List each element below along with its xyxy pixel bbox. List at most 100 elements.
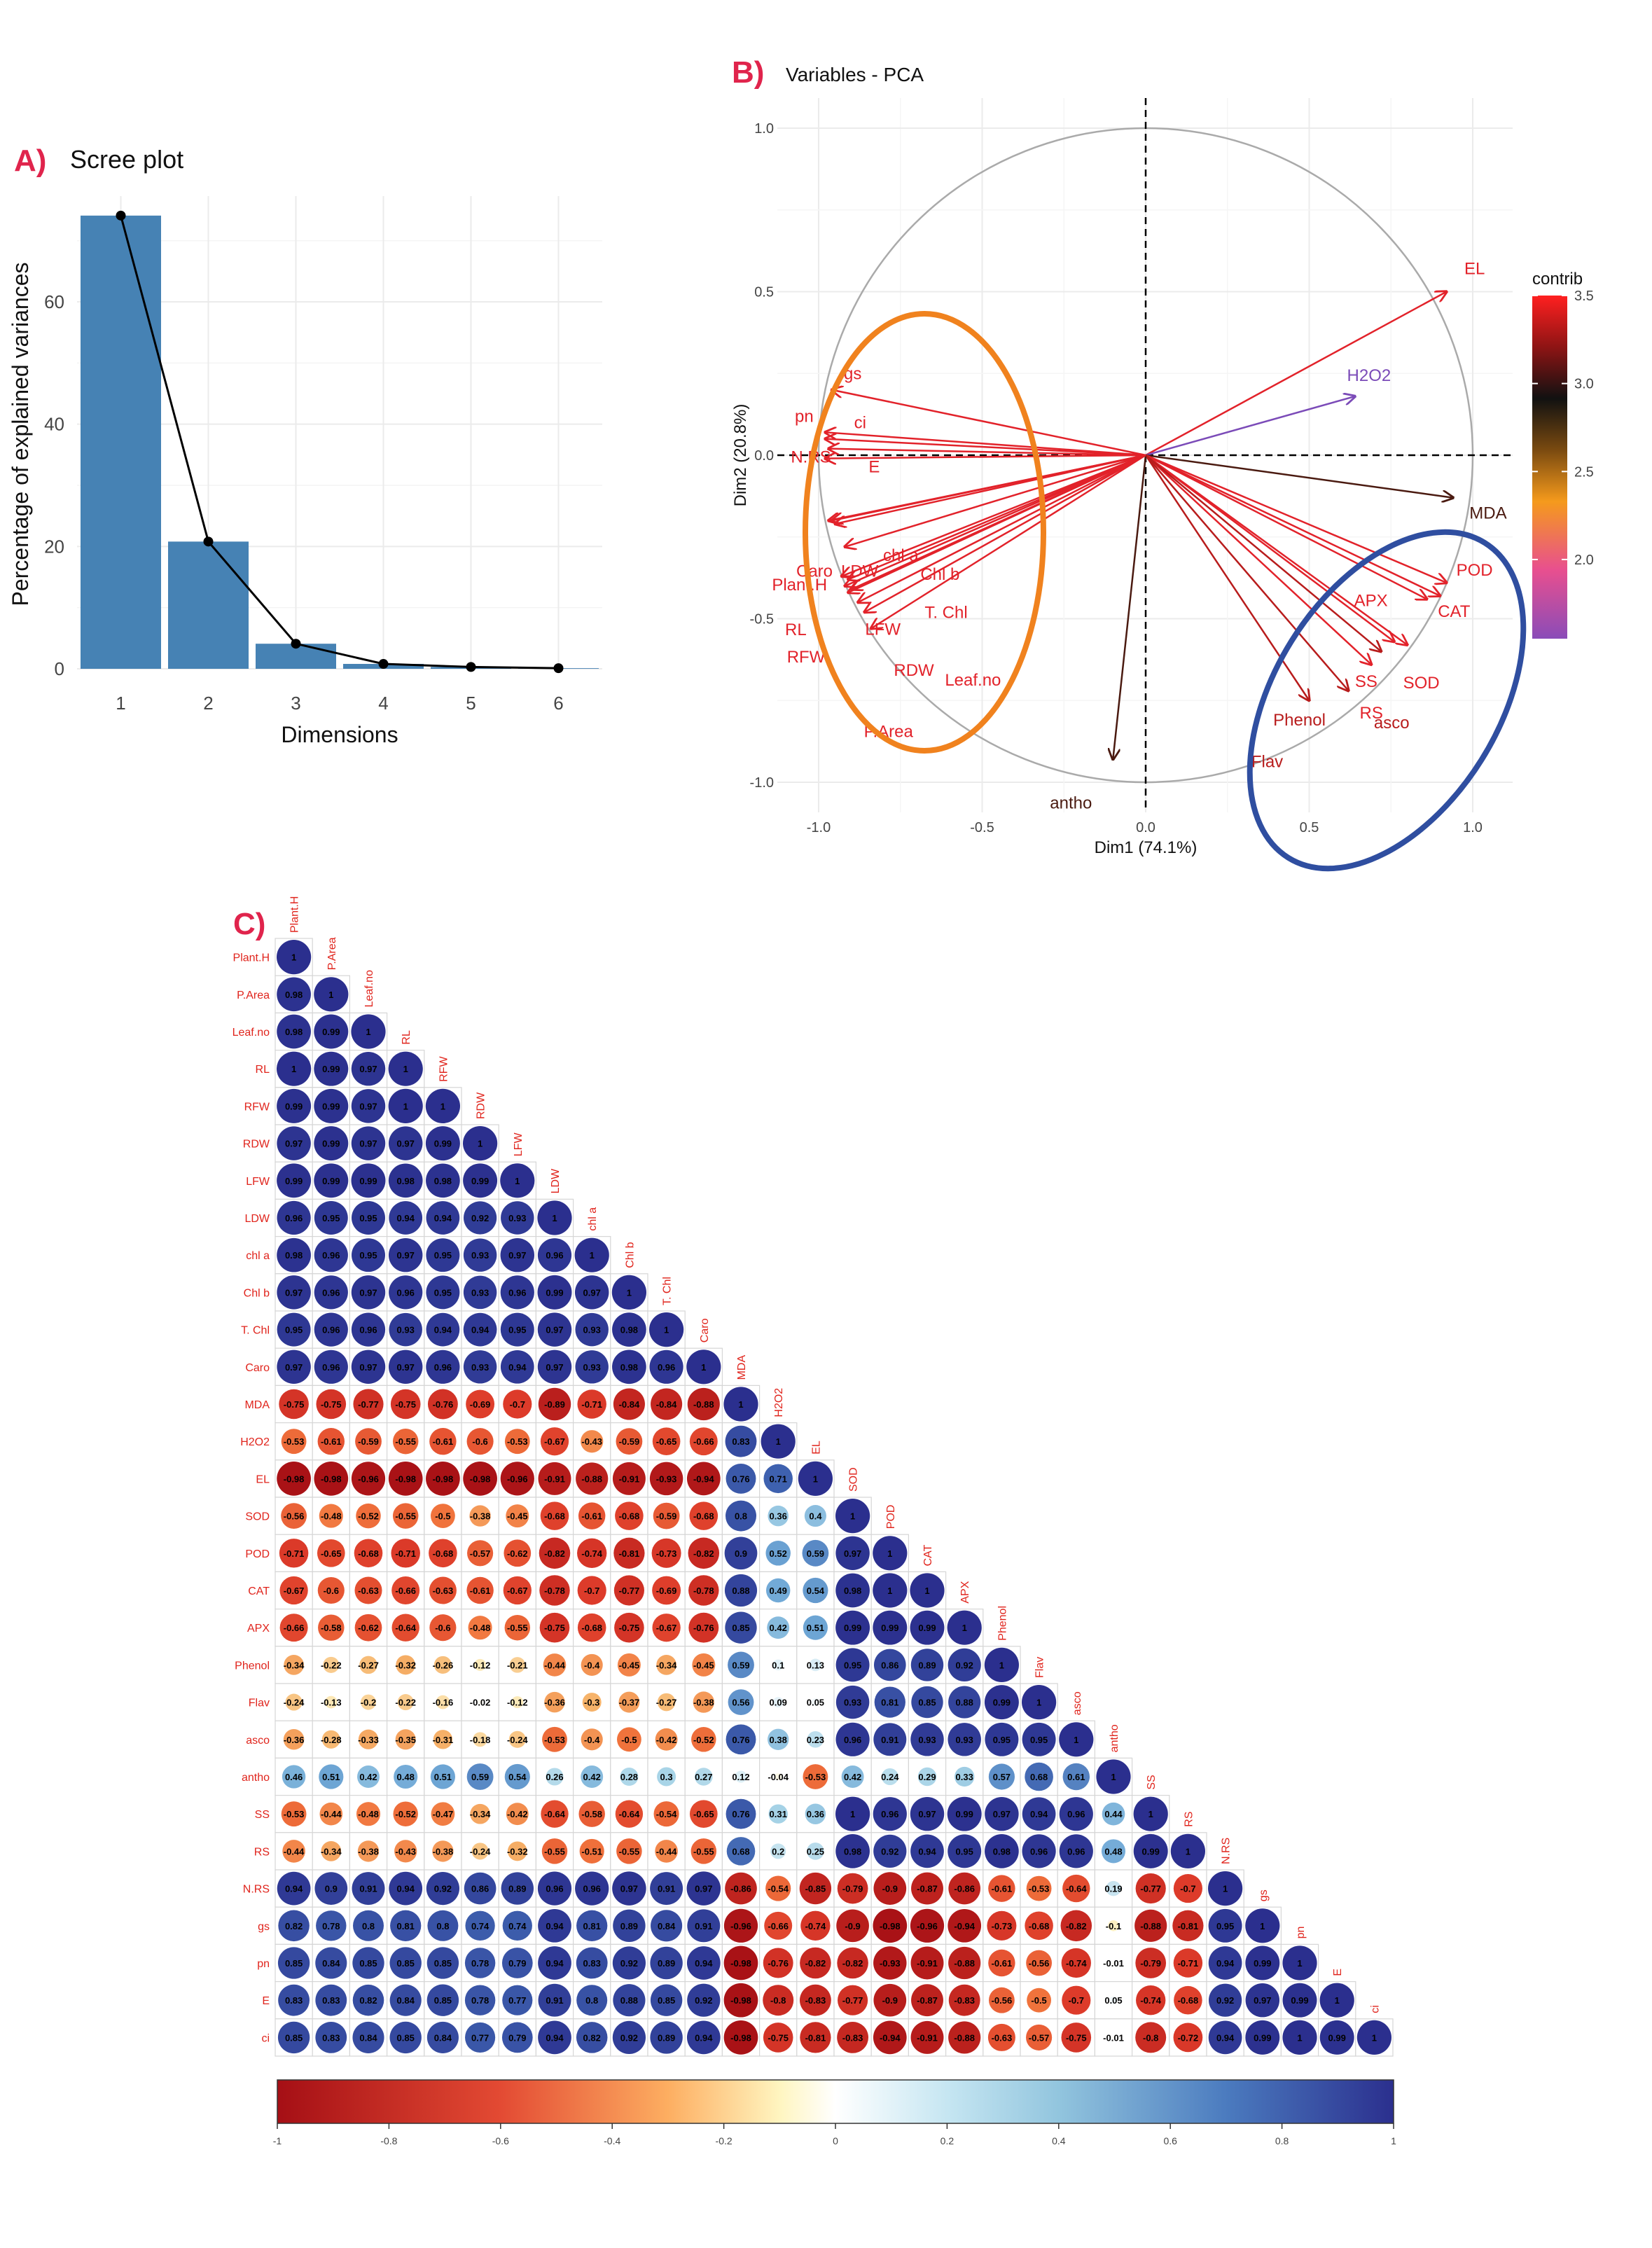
correlation-circle xyxy=(807,1731,824,1748)
correlation-scale-tick-label: 0 xyxy=(833,2135,838,2146)
correlation-circle xyxy=(613,1909,646,1943)
correlation-circle xyxy=(389,1871,423,1906)
correlation-value: 0.74 xyxy=(471,1921,490,1931)
correlation-circle xyxy=(1059,1834,1093,1868)
correlation-value: -0.77 xyxy=(842,1995,863,2006)
pca-vector-label: Caro xyxy=(796,562,833,581)
correlation-value: 0.97 xyxy=(359,1064,377,1074)
correlation-value: -0.85 xyxy=(805,1884,826,1894)
correlation-circle xyxy=(725,1500,757,1532)
correlation-circle xyxy=(537,1275,572,1310)
pca-vector-label: RFW xyxy=(787,648,826,667)
correlation-circle xyxy=(278,1910,310,1942)
correlation-value: 0.92 xyxy=(434,1884,452,1894)
correlation-circle xyxy=(353,1389,384,1420)
correlation-circle xyxy=(356,1802,381,1826)
correlation-value: -0.98 xyxy=(880,1921,901,1931)
correlation-circle xyxy=(1209,1983,1242,2017)
correlation-value: 0.99 xyxy=(322,1027,340,1037)
contrib-legend-ticks: 2.0 2.5 3.0 3.5 xyxy=(1532,289,1594,568)
pca-vector-label: antho xyxy=(1050,793,1092,812)
correlation-circle xyxy=(613,1984,646,2017)
correlation-circle xyxy=(426,1238,460,1272)
panel-c-letter: C) xyxy=(233,907,265,941)
correlation-circle xyxy=(1026,1875,1052,1901)
correlation-value: 0.29 xyxy=(918,1772,936,1782)
correlation-value: 0.85 xyxy=(918,1698,936,1708)
scree-x-tick-label: 4 xyxy=(378,693,388,714)
pca-vector-label: APX xyxy=(1354,591,1388,610)
correlation-circle xyxy=(537,1312,572,1347)
correlation-value: 0.93 xyxy=(397,1325,415,1335)
correlation-circle xyxy=(911,1686,943,1719)
correlation-value: -0.67 xyxy=(544,1436,565,1447)
correlation-circle xyxy=(1135,2022,1167,2053)
correlation-value: 0.99 xyxy=(285,1101,303,1111)
correlation-circle xyxy=(1282,2020,1317,2055)
correlation-value: -0.84 xyxy=(619,1399,640,1410)
correlation-value: -0.69 xyxy=(656,1586,677,1596)
correlation-circle xyxy=(1109,1996,1118,2004)
correlation-row-label: antho xyxy=(242,1772,270,1784)
correlation-circle xyxy=(539,1612,570,1643)
correlation-value: -0.44 xyxy=(656,1846,677,1857)
correlation-value: 0.97 xyxy=(359,1101,377,1111)
correlation-value: 0.98 xyxy=(285,1250,303,1261)
scree-point xyxy=(553,663,564,674)
correlation-circle xyxy=(1060,1910,1092,1942)
correlation-circle xyxy=(579,1838,604,1864)
correlation-circle xyxy=(429,1539,457,1568)
correlation-value: 0.88 xyxy=(956,1698,973,1708)
correlation-value: 0.96 xyxy=(546,1884,563,1894)
pca-vector-label: E xyxy=(868,458,880,477)
correlation-value: 0.98 xyxy=(285,1027,303,1037)
correlation-value: 0.99 xyxy=(918,1623,936,1633)
correlation-value: -0.33 xyxy=(358,1735,379,1745)
correlation-circle xyxy=(873,1649,906,1681)
correlation-value: 0.96 xyxy=(359,1325,377,1335)
correlation-circle xyxy=(542,1726,567,1752)
correlation-circle xyxy=(910,1796,945,1831)
correlation-value: 1 xyxy=(515,1176,520,1186)
correlation-circle xyxy=(352,1238,385,1272)
correlation-circle xyxy=(725,1872,757,1905)
correlation-row-label: T. Chl xyxy=(241,1325,270,1337)
pca-vector-arrow xyxy=(1145,292,1447,457)
correlation-circle xyxy=(616,1838,642,1864)
correlation-value: 0.97 xyxy=(844,1548,861,1559)
pca-vector-arrow xyxy=(1145,454,1440,596)
correlation-value: 0.42 xyxy=(770,1623,787,1633)
correlation-value: 0.78 xyxy=(471,1995,489,2006)
correlation-value: -0.18 xyxy=(470,1735,491,1745)
correlation-circle xyxy=(538,1946,571,1980)
correlation-value: 0.95 xyxy=(956,1846,973,1857)
correlation-value: 0.94 xyxy=(508,1362,527,1373)
correlation-value: -0.67 xyxy=(284,1586,305,1596)
correlation-circle xyxy=(612,2020,646,2054)
correlation-value: 0.49 xyxy=(770,1586,787,1596)
correlation-value: -0.93 xyxy=(656,1473,677,1484)
pca-vector-label: chl a xyxy=(883,546,919,565)
correlation-circle xyxy=(910,2020,944,2054)
correlation-circle xyxy=(351,1126,386,1160)
correlation-value: 1 xyxy=(552,1213,557,1223)
correlation-circle xyxy=(464,1948,496,1978)
correlation-column-label: Caro xyxy=(699,1318,711,1342)
correlation-circle xyxy=(987,2023,1015,2051)
correlation-row-label: EL xyxy=(256,1473,270,1485)
correlation-circle xyxy=(465,2022,496,2053)
correlation-value: 0.99 xyxy=(546,1287,563,1298)
pca-vector-label: H2O2 xyxy=(1347,366,1391,385)
correlation-value: -0.82 xyxy=(693,1548,714,1559)
correlation-value: 0.68 xyxy=(1030,1772,1048,1782)
correlation-value: -0.57 xyxy=(1029,2032,1050,2043)
correlation-column-label: EL xyxy=(810,1441,822,1455)
correlation-value: -0.42 xyxy=(507,1809,528,1819)
correlation-value: -0.79 xyxy=(1140,1958,1161,1969)
correlation-value: -0.89 xyxy=(544,1399,565,1410)
correlation-circle xyxy=(723,1908,758,1943)
correlation-value: 0.91 xyxy=(881,1735,898,1745)
correlation-value: -0.64 xyxy=(395,1623,416,1633)
correlation-value: 0.99 xyxy=(1291,1995,1308,2006)
correlation-circle xyxy=(433,1730,453,1749)
